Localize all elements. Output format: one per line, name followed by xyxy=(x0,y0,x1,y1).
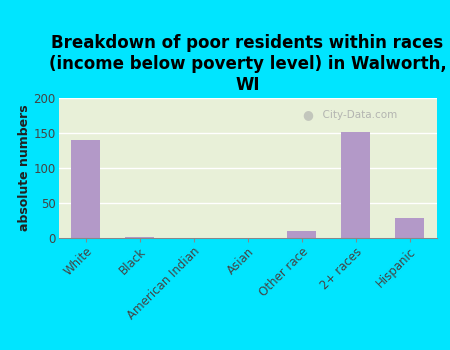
Bar xyxy=(341,132,370,238)
Bar xyxy=(395,218,424,238)
Text: City-Data.com: City-Data.com xyxy=(315,110,397,120)
Bar xyxy=(125,237,154,238)
Bar xyxy=(71,140,100,238)
Title: Breakdown of poor residents within races
(income below poverty level) in Walwort: Breakdown of poor residents within races… xyxy=(49,34,446,94)
Text: ●: ● xyxy=(302,108,313,121)
Y-axis label: absolute numbers: absolute numbers xyxy=(18,105,31,231)
Bar xyxy=(287,231,316,238)
